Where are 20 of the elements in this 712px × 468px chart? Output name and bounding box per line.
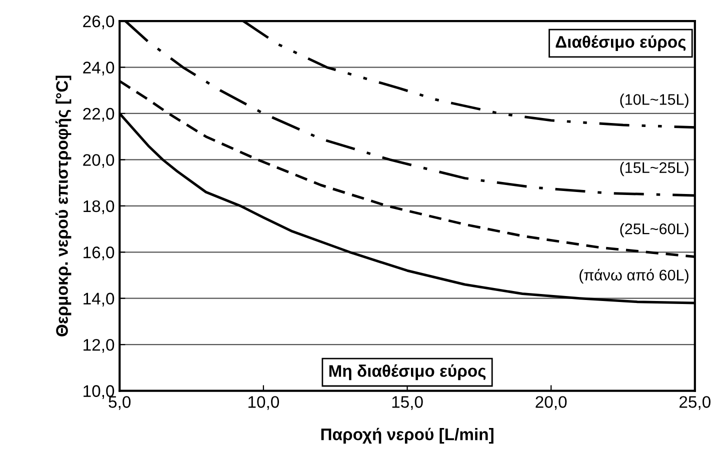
series-label: (πάνω από 60L) bbox=[580, 268, 688, 284]
y-tick-label: 12,0 bbox=[84, 338, 114, 353]
y-tick-label: 16,0 bbox=[84, 246, 114, 260]
annotation: Μη διαθέσιμο εύρος bbox=[329, 364, 486, 380]
x-tick-label: 10,0 bbox=[248, 396, 280, 410]
x-axis-title: Παροχή νερού [L/min] bbox=[321, 428, 494, 444]
y-tick-label: 18,0 bbox=[84, 200, 114, 214]
y-axis-title: Θερμοκρ. νερού επιστροφής [°C] bbox=[55, 76, 72, 336]
y-tick-label: 20,0 bbox=[83, 154, 114, 168]
x-tick-label: 25,0 bbox=[680, 396, 710, 410]
x-tick-label: 15,0 bbox=[392, 396, 423, 410]
y-tick-label: 14,0 bbox=[84, 292, 114, 307]
series-label: (10L~15L) bbox=[620, 94, 688, 108]
y-tick-label: 22,0 bbox=[83, 108, 114, 122]
annotation: Διαθέσιμο εύρος bbox=[556, 35, 686, 52]
y-tick-label: 24,0 bbox=[83, 62, 114, 76]
series-label: (25L~60L) bbox=[620, 223, 688, 238]
y-tick-label: 26,0 bbox=[83, 15, 114, 30]
x-tick-label: 20,0 bbox=[536, 396, 567, 410]
series-label: (15L~25L) bbox=[620, 162, 688, 176]
